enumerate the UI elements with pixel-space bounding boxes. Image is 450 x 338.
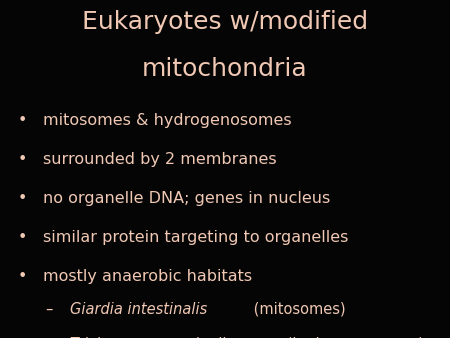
Text: no organelle DNA; genes in nucleus: no organelle DNA; genes in nucleus (43, 191, 330, 206)
Text: Trichomonas vaginalis: Trichomonas vaginalis (70, 337, 233, 338)
Text: –: – (45, 337, 52, 338)
Text: (mitosomes): (mitosomes) (249, 302, 346, 317)
Text: •: • (18, 113, 27, 128)
Text: •: • (18, 230, 27, 245)
Text: surrounded by 2 membranes: surrounded by 2 membranes (43, 152, 276, 167)
Text: •: • (18, 152, 27, 167)
Text: mostly anaerobic habitats: mostly anaerobic habitats (43, 269, 252, 284)
Text: mitosomes & hydrogenosomes: mitosomes & hydrogenosomes (43, 113, 292, 128)
Text: •: • (18, 269, 27, 284)
Text: similar protein targeting to organelles: similar protein targeting to organelles (43, 230, 348, 245)
Text: mitochondria: mitochondria (142, 57, 308, 81)
Text: •: • (18, 191, 27, 206)
Text: Giardia intestinalis: Giardia intestinalis (70, 302, 207, 317)
Text: Eukaryotes w/modified: Eukaryotes w/modified (82, 10, 368, 34)
Text: –: – (45, 302, 52, 317)
Text: (hydrogenosomes): (hydrogenosomes) (282, 337, 424, 338)
